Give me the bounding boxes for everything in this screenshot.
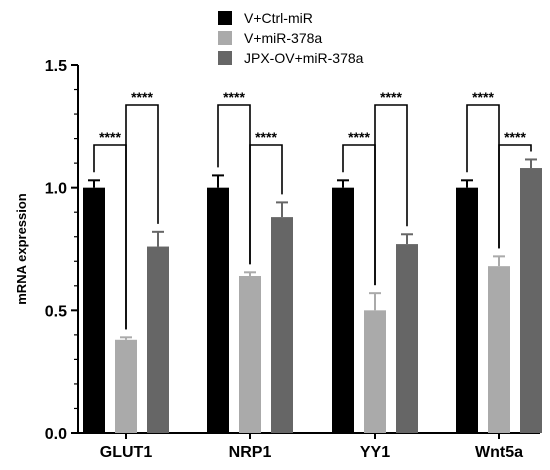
significance-label: **** [472,89,494,105]
bar [364,310,386,433]
x-tick-label: NRP1 [229,444,272,461]
legend-swatch [218,31,232,45]
bar [147,246,169,433]
significance-label: **** [348,129,370,145]
y-axis-title: mRNA expression [14,193,29,305]
legend-label: V+Ctrl-miR [244,10,313,26]
significance-bracket [125,104,159,330]
legend: V+Ctrl-miR V+miR-378a JPX-OV+miR-378a [218,10,364,66]
legend-swatch [218,51,232,65]
bar [488,266,510,433]
significance-bracket [249,144,283,265]
significance-bracket [498,144,532,249]
bar [271,217,293,433]
bar [83,187,105,433]
bar [332,187,354,433]
significance-label: **** [255,129,277,145]
significance-label: **** [99,129,121,145]
significance-bracket [374,104,408,286]
significance-label: **** [223,89,245,105]
legend-swatch [218,11,232,25]
bar [456,187,478,433]
legend-label: V+miR-378a [244,30,322,46]
bar [115,339,137,433]
y-tick-label: 1.0 [45,181,67,198]
significance-brackets: **** **** **** **** **** **** **** **** [93,89,532,330]
x-tick-label: Wnt5a [475,444,523,461]
bar [207,187,229,433]
significance-label: **** [131,89,153,105]
legend-label: JPX-OV+miR-378a [244,50,364,66]
y-tick-label: 0.0 [45,426,67,443]
y-tick-label: 1.5 [45,58,67,75]
bar [396,244,418,433]
significance-label: **** [380,89,402,105]
bars [83,168,542,434]
x-tick-label: GLUT1 [100,444,153,461]
y-tick-label: 0.5 [45,303,67,320]
bar [520,168,542,434]
error-bars [88,158,537,340]
x-tick-label: YY1 [360,444,390,461]
bar [239,275,261,433]
significance-label: **** [504,129,526,145]
